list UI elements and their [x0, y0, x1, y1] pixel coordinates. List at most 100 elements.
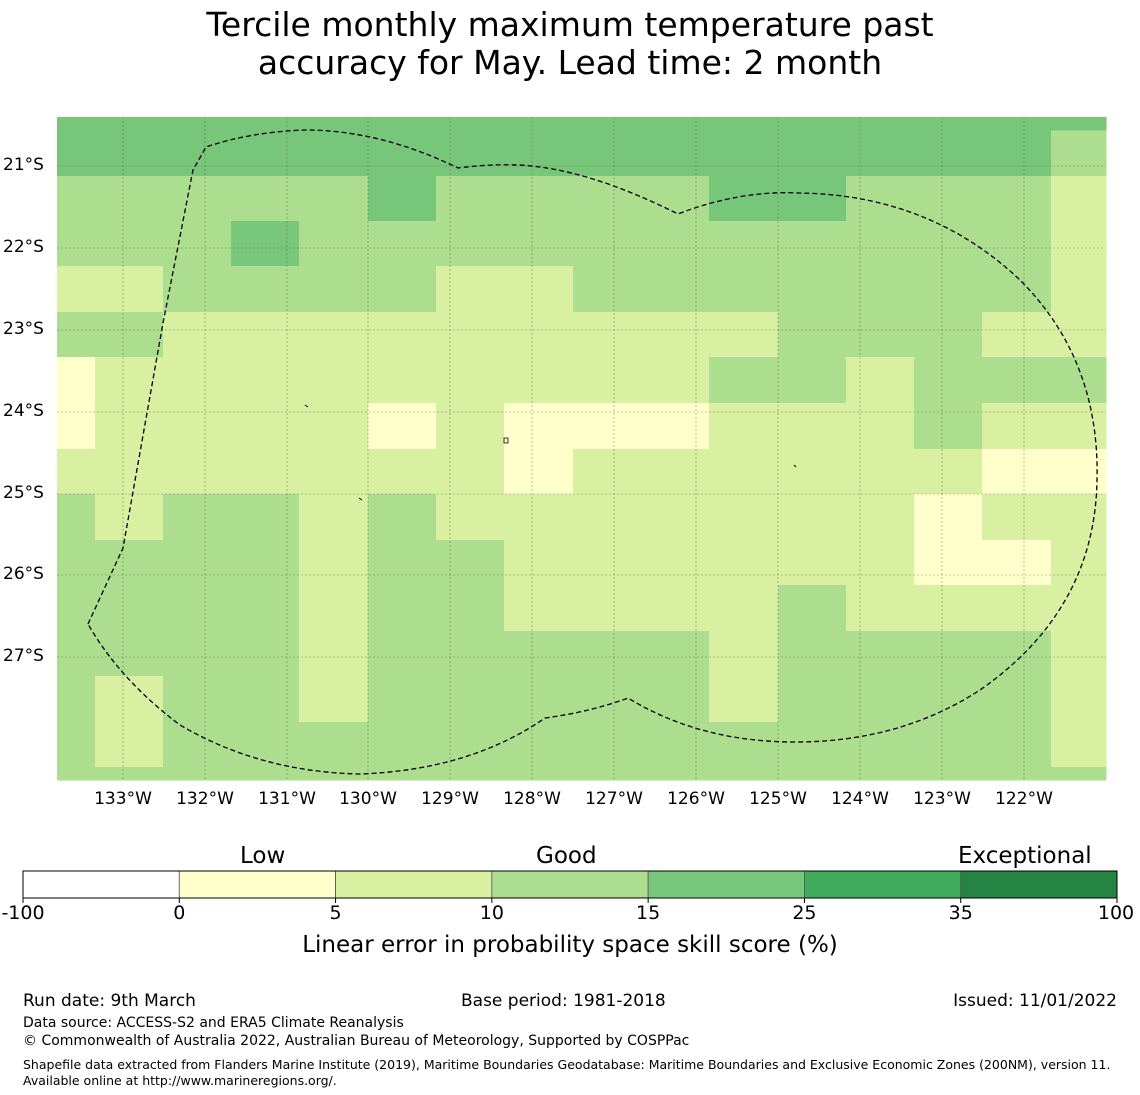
grid-cell — [846, 631, 915, 677]
island-marker — [358, 497, 363, 501]
grid-cell — [1051, 176, 1107, 222]
grid-cell — [641, 494, 710, 541]
grid-cell — [163, 403, 232, 450]
grid-cell — [914, 722, 983, 768]
grid-cell — [95, 403, 164, 450]
grid-cell — [778, 494, 847, 541]
grid-cell — [299, 540, 369, 586]
grid-cell — [709, 357, 779, 404]
grid-cell — [57, 449, 96, 495]
latitude-label: 21°S — [3, 155, 44, 175]
grid-cell — [641, 403, 710, 450]
shapefile-credit: Shapefile data extracted from Flanders M… — [23, 1057, 1111, 1088]
grid-cell — [504, 357, 574, 404]
grid-cell — [163, 221, 232, 267]
colorbar-frame — [22, 870, 1118, 899]
grid-cell — [846, 449, 915, 495]
grid-cell — [709, 266, 779, 313]
grid-cell — [982, 357, 1052, 404]
grid-cell — [982, 449, 1052, 495]
colorbar-segment — [804, 870, 962, 899]
grid-cell — [57, 221, 96, 267]
longitude-label: 124°W — [831, 789, 889, 809]
chart-title: Tercile monthly maximum temperature past… — [0, 6, 1140, 82]
latitude-label: 23°S — [3, 319, 44, 339]
grid-cell — [573, 494, 642, 541]
grid-cell — [982, 130, 1052, 177]
grid-cell — [573, 449, 642, 495]
grid-cell — [368, 312, 437, 358]
grid-cell — [504, 117, 574, 131]
grid-cell — [368, 631, 437, 677]
grid-cell — [231, 585, 300, 632]
grid-cell — [641, 631, 710, 677]
grid-cell — [846, 117, 915, 131]
longitude-label: 132°W — [176, 789, 234, 809]
grid-cell — [436, 176, 505, 222]
grid-cell — [231, 176, 300, 222]
grid-cell — [57, 312, 96, 358]
grid-cell — [436, 722, 505, 768]
grid-cell — [914, 130, 983, 177]
grid-cell — [95, 449, 164, 495]
grid-cell — [299, 176, 369, 222]
grid-cell — [1051, 631, 1107, 677]
grid-cell — [95, 494, 164, 541]
latitude-label: 24°S — [3, 401, 44, 421]
colorbar-tick-label: 25 — [792, 902, 817, 924]
grid-cell — [778, 357, 847, 404]
grid-cell — [299, 722, 369, 768]
grid-cell — [299, 676, 369, 723]
grid-cell — [982, 266, 1052, 313]
grid-cell — [299, 357, 369, 404]
grid-cell — [504, 585, 574, 632]
legend-category-exceptional: Exceptional — [958, 843, 1092, 869]
grid-cell — [299, 130, 369, 177]
grid-cell — [1051, 403, 1107, 450]
grid-cell — [436, 403, 505, 450]
grid-cell — [231, 767, 300, 781]
grid-cell — [436, 130, 505, 177]
skill-grid — [57, 117, 1107, 781]
grid-cell — [163, 117, 232, 131]
grid-cell — [709, 494, 779, 541]
longitude-label: 127°W — [585, 789, 643, 809]
latitude-label: 26°S — [3, 564, 44, 584]
grid-cell — [641, 266, 710, 313]
grid-cell — [778, 176, 847, 222]
longitude-label: 123°W — [913, 789, 971, 809]
grid-cell — [163, 449, 232, 495]
grid-cell — [436, 540, 505, 586]
run-date: Run date: 9th March — [23, 991, 196, 1011]
grid-cell — [231, 722, 300, 768]
grid-cell — [778, 221, 847, 267]
grid-cell — [504, 676, 574, 723]
grid-cell — [914, 266, 983, 313]
eez-boundary — [87, 129, 1098, 775]
copyright: © Commonwealth of Australia 2022, Austra… — [23, 1033, 690, 1049]
grid-cell — [299, 403, 369, 450]
grid-cell — [1051, 767, 1107, 781]
grid-cell — [163, 722, 232, 768]
grid-cell — [504, 767, 574, 781]
grid-cell — [95, 767, 164, 781]
colorbar-tick-label: 100 — [1097, 902, 1135, 924]
grid-cell — [504, 540, 574, 586]
grid-cell — [914, 767, 983, 781]
colorbar — [22, 870, 1118, 903]
grid-cell — [163, 631, 232, 677]
grid-cell — [299, 117, 369, 131]
grid-cell — [95, 130, 164, 177]
grid-cell — [641, 676, 710, 723]
colorbar-tick-label: 15 — [636, 902, 661, 924]
grid-cell — [778, 130, 847, 177]
grid-cell — [1051, 540, 1107, 586]
legend-category-low: Low — [240, 843, 286, 869]
grid-cell — [641, 357, 710, 404]
grid-cell — [778, 540, 847, 586]
grid-cell — [982, 585, 1052, 632]
grid-cell — [641, 585, 710, 632]
grid-cell — [573, 722, 642, 768]
colorbar-tick-label: 35 — [948, 902, 973, 924]
grid-cell — [368, 176, 437, 222]
